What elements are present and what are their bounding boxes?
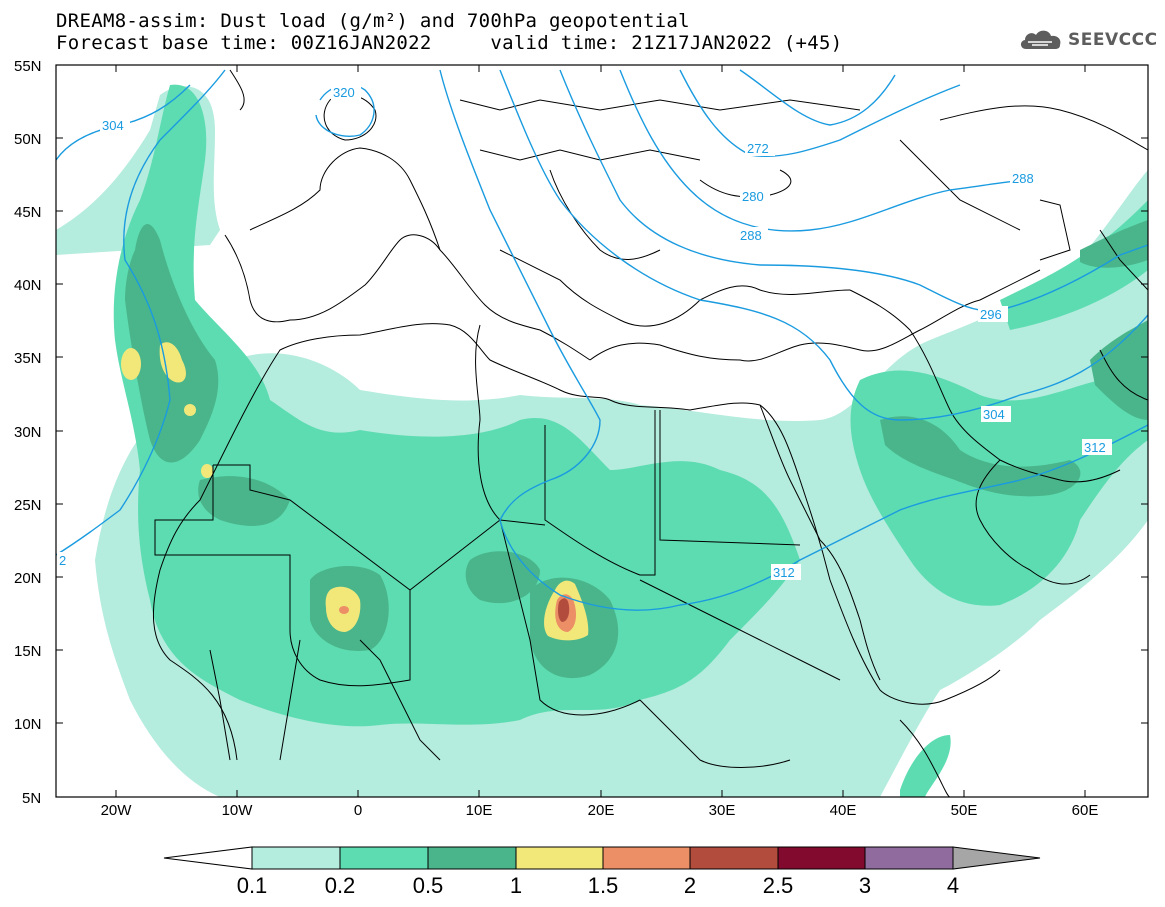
lat-tick-label: 40N: [14, 277, 42, 294]
lat-tick-label: 35N: [14, 350, 42, 367]
contour-label: 2: [59, 553, 66, 568]
contour-label: 320: [333, 85, 355, 100]
lat-tick-label: 10N: [14, 716, 42, 733]
colorbar-extend-left: [163, 846, 253, 870]
contour-label: 296: [980, 307, 1002, 322]
seevccc-logo: SEEVCCC: [1018, 26, 1158, 54]
lon-tick-label: 50E: [951, 802, 978, 819]
colorbar-label: 1: [510, 873, 522, 898]
contour-label: 304: [102, 118, 124, 133]
lat-tick-label: 25N: [14, 497, 42, 514]
lat-tick-label: 55N: [14, 58, 42, 75]
colorbar: [163, 846, 1041, 870]
lat-axis: [56, 64, 1148, 798]
colorbar-segment: [602, 846, 691, 870]
colorbar-label: 1.5: [588, 873, 619, 898]
lat-tick-label: 50N: [14, 131, 42, 148]
lon-tick-label: 10W: [222, 802, 254, 819]
colorbar-label: 2.5: [763, 873, 794, 898]
lat-tick-labels: 55N 50N 45N 40N 35N 30N 25N 20N 15N 10N …: [14, 58, 42, 807]
colorbar-label: 0.1: [237, 873, 268, 898]
map-title: DREAM8-assim: Dust load (g/m²) and 700hP…: [56, 10, 690, 32]
colorbar-labels: 0.1 0.2 0.5 1 1.5 2 2.5 3 4: [237, 873, 959, 898]
colorbar-segment: [251, 846, 341, 870]
geopotential-contours: [56, 69, 1148, 611]
colorbar-label: 2: [684, 873, 696, 898]
colorbar-segment: [689, 846, 779, 870]
contour-label: 272: [747, 141, 769, 156]
contour-label: 312: [1084, 440, 1106, 455]
lon-axis: [115, 65, 1086, 797]
colorbar-segment: [864, 846, 954, 870]
lon-tick-label: 20W: [101, 802, 133, 819]
colorbar-label: 4: [947, 873, 959, 898]
colorbar-label: 3: [859, 873, 871, 898]
lat-tick-label: 20N: [14, 570, 42, 587]
lon-tick-label: 40E: [830, 802, 857, 819]
coastlines-and-borders: [152, 69, 1148, 797]
lon-tick-labels: 20W 10W 0 10E 20E 30E 40E 50E 60E: [101, 802, 1099, 819]
lat-tick-label: 45N: [14, 204, 42, 221]
colorbar-extend-right: [952, 846, 1041, 870]
contour-label: 304: [983, 407, 1005, 422]
lat-tick-label: 15N: [14, 643, 42, 660]
forecast-time-subtitle: Forecast base time: 00Z16JAN2022 valid t…: [56, 32, 843, 54]
contour-label: 288: [1012, 171, 1034, 186]
colorbar-segment: [339, 846, 429, 870]
contour-label: 280: [742, 189, 764, 204]
contour-label: 288: [740, 228, 762, 243]
colorbar-segment: [777, 846, 866, 870]
colorbar-segment: [427, 846, 517, 870]
dust-shading: [56, 84, 1148, 797]
colorbar-label: 0.2: [325, 873, 356, 898]
lon-tick-label: 10E: [466, 802, 493, 819]
lon-tick-label: 20E: [588, 802, 615, 819]
cloud-icon: [1020, 30, 1061, 49]
contour-labels: 304 320 272 280 288 288 296 304 312 312 …: [57, 84, 1112, 580]
lon-tick-label: 30E: [709, 802, 736, 819]
colorbar-segment: [515, 846, 604, 870]
logo-text: SEEVCCC: [1068, 30, 1158, 50]
contour-label: 312: [773, 565, 795, 580]
lon-tick-label: 0: [354, 802, 362, 819]
colorbar-label: 0.5: [413, 873, 444, 898]
lon-tick-label: 60E: [1072, 802, 1099, 819]
lat-tick-label: 30N: [14, 424, 42, 441]
lat-tick-label: 5N: [22, 790, 41, 807]
